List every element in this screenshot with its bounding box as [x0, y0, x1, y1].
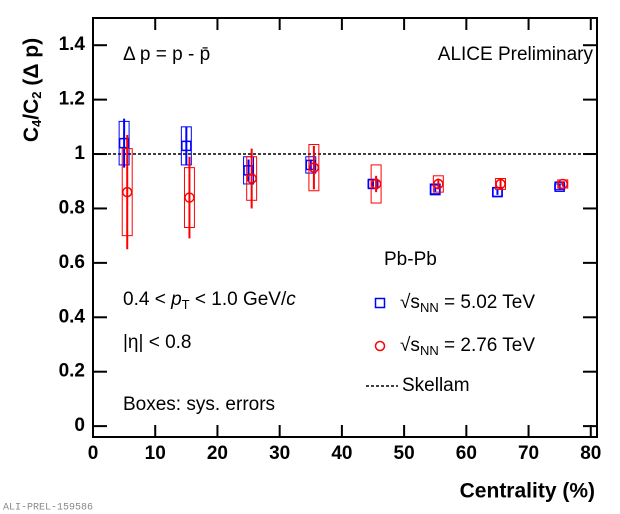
eta-cut: |η| < 0.8: [123, 332, 192, 353]
data-point: [495, 178, 506, 190]
legend-label: √sNN = 2.76 TeV: [400, 335, 535, 358]
footer-id: ALI-PREL-159586: [3, 503, 93, 514]
boxes-note: Boxes: sys. errors: [123, 394, 275, 415]
data-point: [246, 173, 257, 184]
y-title-part: C: [20, 127, 43, 142]
data-point: [181, 140, 192, 152]
pt-part: c: [286, 289, 296, 310]
plot-frame: [92, 17, 598, 438]
y-axis-title: C4/C2 (Δ p): [20, 38, 45, 142]
y-title-sub: 2: [29, 91, 44, 98]
y-tick-label: 0.2: [59, 361, 85, 382]
x-tick-label: 10: [145, 443, 166, 464]
y-tick-label: 0.4: [59, 306, 86, 327]
pt-part: p: [170, 289, 182, 310]
data-point: [121, 186, 133, 198]
legend-part: √s: [400, 292, 420, 313]
data-point: [118, 137, 130, 149]
y-title-part: /C: [20, 99, 43, 120]
definition: Δ p = p - p̄: [123, 44, 210, 65]
y-tick-label: 0.8: [59, 197, 85, 218]
system-label: Pb-Pb: [384, 249, 437, 270]
x-tick-label: 80: [580, 443, 601, 464]
x-tick-label: 0: [88, 443, 99, 464]
y-tick-label: 1.4: [59, 34, 86, 55]
data-point: [308, 162, 320, 173]
legend-part: = 2.76 TeV: [439, 335, 536, 356]
x-tick-label: 30: [269, 443, 290, 464]
data-point: [367, 178, 379, 190]
legend-label: √sNN = 5.02 TeV: [400, 292, 535, 315]
x-tick-label: 60: [456, 443, 477, 464]
legend-part: √s: [400, 335, 420, 356]
legend-label: Skellam: [402, 375, 470, 396]
legend-sub: NN: [420, 300, 439, 315]
pt-part: 0.4 <: [123, 289, 171, 310]
data-point: [554, 181, 565, 192]
y-tick-label: 1: [74, 143, 85, 164]
y-tick-label: 0: [74, 415, 85, 436]
x-axis-title: Centrality (%): [460, 480, 595, 503]
data-point: [557, 178, 569, 190]
data-point: [433, 178, 444, 190]
y-tick-label: 0.6: [59, 252, 85, 273]
x-tick-label: 40: [331, 443, 352, 464]
legend-marker: [374, 297, 386, 309]
data-point: [305, 159, 317, 171]
x-tick-label: 50: [394, 443, 415, 464]
pt-sub: T: [182, 297, 190, 312]
data-point: [429, 184, 441, 195]
experiment-label: ALICE Preliminary: [438, 44, 594, 65]
legend-part: = 5.02 TeV: [439, 292, 536, 313]
x-tick-label: 70: [518, 443, 539, 464]
data-point: [370, 178, 382, 190]
y-title-part: (Δ p): [20, 38, 43, 92]
pt-cut: 0.4 < pT < 1.0 GeV/c: [123, 289, 296, 312]
x-tick-label: 20: [207, 443, 228, 464]
pt-part: < 1.0 GeV/: [190, 289, 287, 310]
y-title-sub: 4: [29, 119, 44, 127]
legend-marker: [374, 340, 386, 352]
y-tick-label: 1.2: [59, 89, 85, 110]
legend-sub: NN: [420, 343, 439, 358]
data-point: [184, 192, 195, 203]
